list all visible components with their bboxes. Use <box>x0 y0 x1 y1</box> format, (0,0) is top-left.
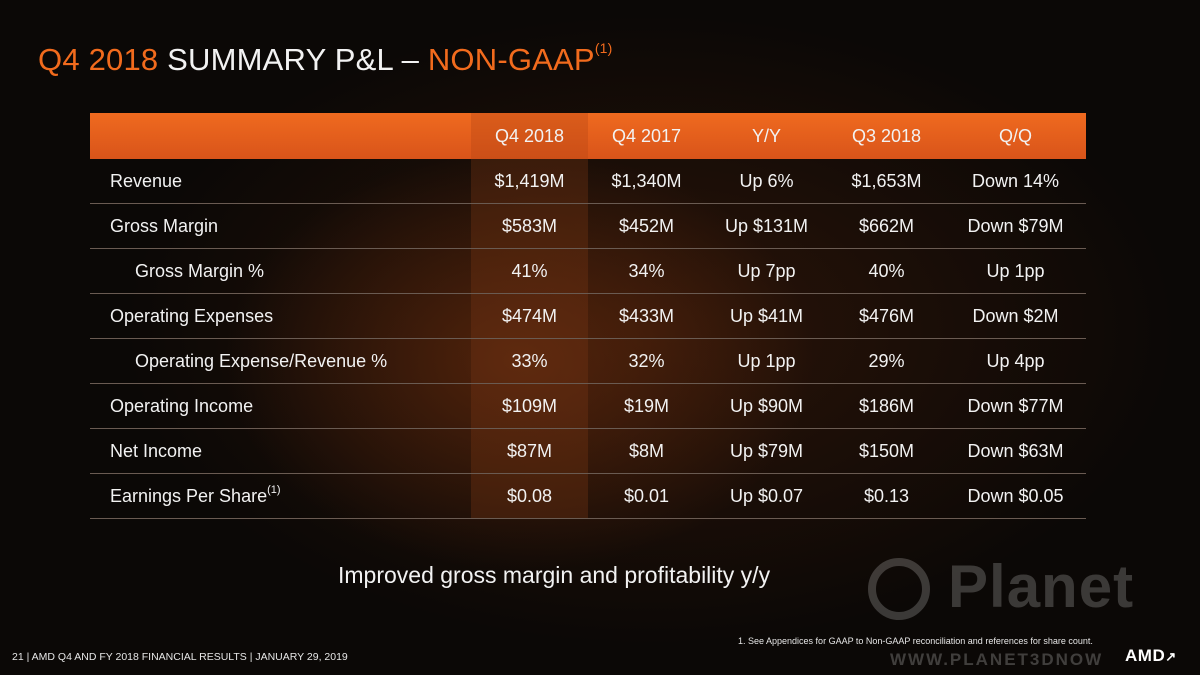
amd-arrow-icon: ↗ <box>1165 649 1177 664</box>
cell-q4-2018: $1,419M <box>494 170 565 191</box>
cell-yy: Up 6% <box>739 170 794 191</box>
cell-qq: Down $2M <box>972 305 1059 326</box>
table-header: Q4 2018 Q4 2017 Y/Y Q3 2018 Q/Q <box>90 113 1086 159</box>
table-row: Revenue $1,419M $1,340M Up 6% $1,653M Do… <box>90 159 1086 204</box>
pl-table: Q4 2018 Q4 2017 Y/Y Q3 2018 Q/Q Revenue … <box>90 113 1086 519</box>
cell-q3-2018: $150M <box>858 440 915 461</box>
cell-q4-2018: $583M <box>501 215 558 236</box>
cell-qq: Down 14% <box>971 170 1060 191</box>
cell-q4-2018: $0.08 <box>506 485 553 506</box>
cell-q4-2018: $87M <box>506 440 553 461</box>
cell-qq: Down $79M <box>967 215 1064 236</box>
table-row: Operating Income $109M $19M Up $90M $186… <box>90 384 1086 429</box>
header-q4-2018: Q4 2018 <box>471 113 588 159</box>
row-label: Operating Income <box>110 395 254 416</box>
cell-q3-2018: 29% <box>868 350 905 371</box>
cell-q4-2018: $109M <box>501 395 558 416</box>
row-label: Operating Expense/Revenue % <box>135 350 388 371</box>
row-label: Revenue <box>110 170 183 191</box>
cell-q3-2018: $1,653M <box>851 170 922 191</box>
footnote: 1. See Appendices for GAAP to Non-GAAP r… <box>738 636 1093 646</box>
cell-q3-2018: $186M <box>858 395 915 416</box>
cell-qq: Up 1pp <box>986 260 1045 281</box>
header-qq: Q/Q <box>998 125 1032 146</box>
cell-qq: Down $77M <box>967 395 1064 416</box>
cell-qq: Down $0.05 <box>967 485 1064 506</box>
cell-q4-2017: 32% <box>628 350 665 371</box>
table-row: Operating Expenses $474M $433M Up $41M $… <box>90 294 1086 339</box>
cell-yy: Up 7pp <box>737 260 796 281</box>
row-label: Gross Margin <box>110 215 219 236</box>
row-label-text: Earnings Per Share <box>110 485 268 506</box>
highlight-column <box>471 113 588 519</box>
cell-q4-2017: $8M <box>628 440 664 461</box>
cell-yy: Up $131M <box>724 215 809 236</box>
cell-yy: Up 1pp <box>737 350 796 371</box>
row-label: Net Income <box>110 440 203 461</box>
cell-yy: Up $0.07 <box>729 485 804 506</box>
watermark-text: Planet <box>948 553 1135 620</box>
title-quarter: Q4 2018 <box>38 42 159 77</box>
cell-q3-2018: $0.13 <box>863 485 910 506</box>
table-row: Gross Margin % 41% 34% Up 7pp 40% Up 1pp <box>90 249 1086 294</box>
cell-q4-2017: $452M <box>618 215 675 236</box>
cell-yy: Up $41M <box>729 305 804 326</box>
slide-title: Q4 2018 SUMMARY P&L – NON-GAAP(1) <box>38 40 613 78</box>
cell-q3-2018: 40% <box>868 260 905 281</box>
cell-q4-2017: $0.01 <box>623 485 670 506</box>
row-footnote-marker: (1) <box>267 483 281 496</box>
header-q3-2018: Q3 2018 <box>851 125 922 146</box>
title-non-gaap: NON-GAAP <box>427 42 595 77</box>
cell-q4-2017: $433M <box>618 305 675 326</box>
cell-q4-2017: $1,340M <box>611 170 682 191</box>
table-row: Earnings Per Share(1) $0.08 $0.01 Up $0.… <box>90 474 1086 519</box>
cell-q4-2017: 34% <box>628 260 665 281</box>
amd-logo: AMD↗ <box>1125 646 1177 666</box>
header-yy: Y/Y <box>751 125 781 146</box>
row-label: Operating Expenses <box>110 305 274 326</box>
watermark-url: WWW.PLANET3DNOW <box>890 650 1104 669</box>
cell-q3-2018: $662M <box>858 215 915 236</box>
cell-yy: Up $90M <box>729 395 804 416</box>
cell-yy: Up $79M <box>729 440 804 461</box>
title-footnote-marker: (1) <box>594 40 613 56</box>
title-summary: SUMMARY P&L – <box>167 42 420 77</box>
row-label: Earnings Per Share(1) <box>90 483 471 507</box>
header-q4-2017: Q4 2017 <box>611 125 682 146</box>
watermark-logo-icon <box>868 558 930 620</box>
row-label: Gross Margin % <box>135 260 265 281</box>
cell-q4-2018: 33% <box>511 350 548 371</box>
tagline: Improved gross margin and profitability … <box>338 562 771 588</box>
table-row: Operating Expense/Revenue % 33% 32% Up 1… <box>90 339 1086 384</box>
table-row: Gross Margin $583M $452M Up $131M $662M … <box>90 204 1086 249</box>
cell-q4-2018: 41% <box>511 260 548 281</box>
cell-q3-2018: $476M <box>858 305 915 326</box>
slide-footer: 21 | AMD Q4 AND FY 2018 FINANCIAL RESULT… <box>12 651 348 663</box>
cell-qq: Up 4pp <box>986 350 1045 371</box>
cell-q4-2018: $474M <box>501 305 558 326</box>
cell-qq: Down $63M <box>967 440 1064 461</box>
amd-logo-text: AMD <box>1125 646 1166 665</box>
table-row: Net Income $87M $8M Up $79M $150M Down $… <box>90 429 1086 474</box>
cell-q4-2017: $19M <box>623 395 670 416</box>
